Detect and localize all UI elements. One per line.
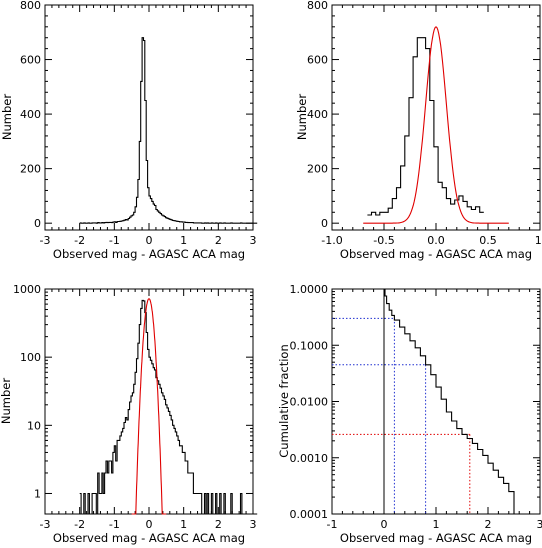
y-tick-label: 0.0010 [290,452,329,465]
x-tick-label: -3 [40,234,51,247]
series [79,298,258,515]
y-tick-label: 800 [20,0,41,12]
x-axis-label: Observed mag - AGASC ACA mag [340,247,532,261]
y-tick-label: 1000 [13,283,41,296]
x-tick-label: -3 [40,518,51,531]
y-tick-label: 200 [20,163,41,176]
panel-histogram-zoom-fit: -1.0 -0.5 0.0 0.5 1. 0 200 400 600 800 Observed … [295,0,542,261]
x-tick-label: 1 [180,234,187,247]
gaussian-fit-curve [363,26,509,224]
x-axis-label: Observed mag - AGASC ACA mag [53,247,245,261]
y-tick-label: 400 [20,108,41,121]
panel-histogram-linear: -3 -2 -1 0 1 2 3 0 200 400 600 800 Observed mag - … [0,0,258,261]
x-ticks: -1.0 -0.5 0.0 0.5 1. [321,5,542,247]
y-ticks: 0.0001 0.0010 0.0100 0.1000 1.0000 [290,283,540,521]
x-tick-label: 2 [215,518,222,531]
histogram-steps [367,37,484,216]
x-tick-label: 2 [485,518,492,531]
gaussian-fit-curve [131,298,167,515]
x-tick-label: -1.0 [321,234,342,247]
y-tick-label: 10 [27,419,41,432]
y-axis-label: Cumulative fraction [277,344,291,457]
y-tick-label: 1.0000 [290,283,329,296]
y-axis-label: Number [0,378,13,424]
x-tick-label: -2 [74,518,85,531]
y-tick-label: 100 [20,351,41,364]
x-tick-label: 0 [146,518,153,531]
y-ticks: 0 200 400 600 800 [307,0,540,230]
x-tick-label: -0.5 [373,234,394,247]
x-tick-label: 0 [146,234,153,247]
x-tick-label: 1 [180,518,187,531]
x-tick-label: 0 [381,518,388,531]
panel-histogram-log-fit: -3 -2 -1 0 1 2 3 1 10 100 1000 Observed mag - AGA… [0,283,258,545]
x-tick-label: 0.5 [479,234,497,247]
y-tick-label: 0.1000 [290,339,329,352]
histogram-steps [79,37,258,224]
y-axis-label: Number [295,94,309,140]
y-tick-label: 0 [34,217,41,230]
series [79,37,258,224]
panel-cumulative-fraction: -1 0 1 2 3 0.0001 0.0010 0.0100 0.1000 1.0000 Ob… [277,283,542,545]
y-tick-label: 0.0100 [290,396,329,409]
y-tick-label: 400 [307,108,328,121]
x-tick-label: 0.0 [427,234,445,247]
x-tick-label: -1 [327,518,338,531]
x-tick-label: 3 [250,234,257,247]
x-tick-label: 3 [537,518,542,531]
plot-frame [44,288,254,515]
x-tick-label: -1 [109,234,120,247]
y-tick-label: 0.0001 [290,508,329,521]
y-ticks: 1 10 100 1000 [13,283,253,500]
y-tick-label: 0 [321,217,328,230]
y-axis-label: Number [0,94,14,140]
x-ticks: -3 -2 -1 0 1 2 3 [40,5,257,247]
plot-frame [331,288,541,515]
x-axis-label: Observed mag - AGASC ACA mag [340,531,532,545]
x-tick-label: 1 [433,518,440,531]
series [363,26,509,224]
plot-frame [331,4,541,231]
series [332,288,515,514]
histogram-steps [79,299,258,515]
y-tick-label: 600 [307,54,328,67]
cumulative-fraction-curve [384,288,515,514]
y-tick-label: 800 [307,0,328,12]
x-ticks: -1 0 1 2 3 [327,289,542,531]
x-tick-label: 2 [215,234,222,247]
y-tick-label: 1 [34,487,41,500]
x-axis-label: Observed mag - AGASC ACA mag [53,531,245,545]
x-tick-label: -1 [109,518,120,531]
x-tick-label: -2 [74,234,85,247]
x-tick-label: 3 [250,518,257,531]
y-ticks: 0 200 400 600 800 [20,0,253,230]
x-tick-label: 1. [535,234,542,247]
y-tick-label: 200 [307,163,328,176]
y-tick-label: 600 [20,54,41,67]
